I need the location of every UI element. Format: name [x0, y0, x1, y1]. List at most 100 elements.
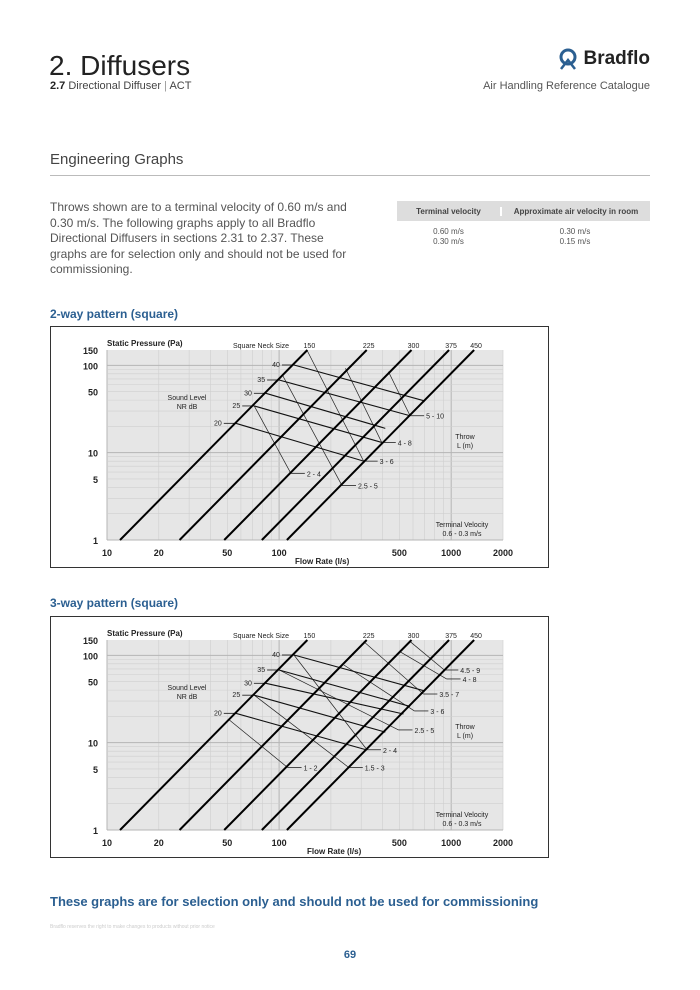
- chart-svg: 1 5 10 50 100 150 10 20 50 100 500 1000 2000 Static P…: [83, 629, 513, 856]
- y-tick-label: 100: [83, 651, 98, 661]
- x-tick-label: 20: [154, 548, 164, 558]
- x-tick-label: 2000: [493, 838, 513, 848]
- throw-line: [307, 350, 364, 462]
- divider: [50, 175, 650, 176]
- velocity-table: Terminal velocity Approximate air veloci…: [397, 201, 650, 247]
- neck-size-line: [119, 639, 309, 831]
- terminal-velocity-title: Terminal Velocity: [436, 812, 489, 819]
- x-tick-label: 10: [102, 838, 112, 848]
- throw-label: 5 - 10: [426, 414, 444, 421]
- graph-title-3-way: 3-way pattern (square): [50, 596, 179, 610]
- brand-name: Bradflo: [583, 48, 651, 69]
- chart-svg: 1 5 10 50 100 150 10 20 50 100 500 1000 2000 Static P…: [83, 339, 513, 566]
- neck-size-line: [223, 349, 413, 541]
- throw-title: Throw: [455, 434, 475, 441]
- neck-size-title: Square Neck Size: [233, 343, 289, 350]
- y-tick-label: 10: [88, 449, 98, 459]
- neck-size-line: [119, 349, 309, 541]
- plot-area: [107, 640, 503, 830]
- y-tick-label: 10: [88, 739, 98, 749]
- page-title: 2. Diffusers: [49, 50, 191, 81]
- x-tick-label: 1000: [441, 838, 461, 848]
- neck-size-label: 225: [363, 633, 375, 640]
- throw-label: 2 - 4: [383, 748, 397, 755]
- cell-value: 0.30 m/s: [433, 237, 464, 246]
- throw-title: L (m): [457, 443, 473, 450]
- table-body: 0.60 m/s 0.30 m/s 0.30 m/s 0.15 m/s: [397, 227, 650, 247]
- neck-size-label: 450: [470, 343, 482, 350]
- throw-label: 1 - 2: [304, 765, 318, 772]
- cell-value: 0.15 m/s: [559, 237, 591, 246]
- sound-level-line: [254, 405, 382, 443]
- x-tick-label: 500: [392, 838, 407, 848]
- neck-size-line: [261, 639, 450, 831]
- y-tick-label: 150: [83, 636, 98, 646]
- sound-level-title: Sound Level: [168, 395, 207, 402]
- x-tick-label: 500: [392, 548, 407, 558]
- chart-2-way: 1 5 10 50 100 150 10 20 50 100 500 1000 2000 Static P…: [50, 326, 549, 568]
- y-tick-label: 50: [88, 388, 98, 398]
- plot-area: [107, 350, 503, 540]
- sound-level-line: [235, 422, 364, 462]
- neck-size-line: [178, 349, 368, 541]
- fine-print: Bradflo reserves the right to make chang…: [50, 924, 215, 930]
- throw-line: [282, 374, 343, 486]
- throw-line: [229, 719, 288, 768]
- terminal-velocity-title: Terminal Velocity: [436, 522, 489, 529]
- throw-line: [343, 664, 415, 712]
- sound-level-label: 40: [272, 362, 280, 369]
- throw-line: [253, 405, 292, 474]
- cell-value: 0.30 m/s: [559, 227, 591, 236]
- sound-level-label: 25: [232, 692, 240, 699]
- x-tick-label: 1000: [441, 548, 461, 558]
- sound-level-line: [235, 712, 368, 751]
- chart-3-way: 1 5 10 50 100 150 10 20 50 100 500 1000 2000 Static P…: [50, 616, 549, 858]
- y-tick-label: 1: [93, 536, 98, 546]
- sound-level-line: [278, 379, 411, 417]
- separator: |: [164, 80, 168, 92]
- x-tick-label: 100: [272, 838, 287, 848]
- section-name: Directional Diffuser: [68, 80, 162, 92]
- neck-size-line: [261, 349, 450, 541]
- y-tick-label: 5: [93, 475, 98, 485]
- x-axis-title: Flow Rate (l/s): [295, 557, 350, 566]
- sound-level-label: 35: [257, 667, 265, 674]
- cell-value: 0.60 m/s: [433, 227, 464, 236]
- y-tick-label: 150: [83, 346, 98, 356]
- throw-line: [363, 641, 424, 695]
- neck-size-line: [178, 639, 368, 831]
- neck-size-label: 375: [445, 633, 457, 640]
- sound-level-title: Sound Level: [168, 685, 207, 692]
- x-tick-label: 50: [222, 838, 232, 848]
- sound-level-label: 25: [232, 403, 240, 410]
- x-tick-label: 10: [102, 548, 112, 558]
- x-tick-label: 50: [222, 548, 232, 558]
- throw-label: 3 - 6: [430, 709, 444, 716]
- neck-size-line: [286, 639, 475, 831]
- sound-level-title: NR dB: [177, 404, 198, 411]
- throw-label: 2.5 - 5: [358, 484, 378, 491]
- y-axis-title: Static Pressure (Pa): [107, 339, 183, 348]
- throw-line: [409, 641, 445, 671]
- bradflo-logo-icon: [559, 48, 576, 70]
- throw-label: 3.5 - 7: [439, 692, 459, 699]
- neck-size-line: [223, 639, 413, 831]
- brand-logo: Bradflo: [558, 48, 651, 70]
- neck-size-label: 150: [304, 633, 316, 640]
- column-header: Terminal velocity: [397, 206, 502, 216]
- y-axis-title: Static Pressure (Pa): [107, 629, 183, 638]
- table-cell: 0.60 m/s 0.30 m/s: [397, 227, 500, 247]
- section-title: Engineering Graphs: [50, 151, 184, 168]
- sound-level-line: [293, 654, 426, 692]
- throw-label: 1.5 - 3: [365, 765, 385, 772]
- sound-level-label: 40: [272, 652, 280, 659]
- selection-note: These graphs are for selection only and …: [50, 894, 539, 909]
- y-tick-label: 100: [83, 361, 98, 371]
- subtitle: 2.7 Directional Diffuser | ACT: [50, 80, 191, 92]
- throw-title: Throw: [455, 724, 475, 731]
- sound-level-label: 20: [214, 420, 222, 427]
- sound-level-line: [293, 364, 426, 402]
- neck-size-label: 300: [408, 343, 420, 350]
- sound-level-label: 20: [214, 710, 222, 717]
- throw-label: 4 - 8: [398, 440, 412, 447]
